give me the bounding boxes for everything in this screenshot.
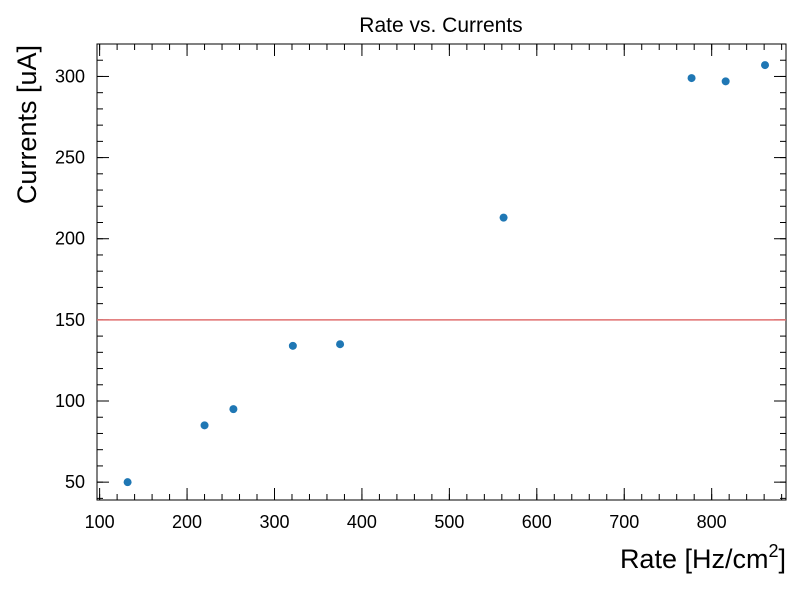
data-point bbox=[687, 74, 696, 83]
data-point bbox=[288, 341, 297, 350]
x-axis-label-close: ] bbox=[778, 544, 786, 574]
x-tick-label: 100 bbox=[85, 512, 115, 532]
x-tick-label: 800 bbox=[697, 512, 727, 532]
x-tick-label: 400 bbox=[347, 512, 377, 532]
data-point bbox=[761, 61, 770, 70]
data-point bbox=[336, 340, 345, 349]
y-tick-label: 50 bbox=[65, 472, 85, 492]
y-tick-label: 300 bbox=[55, 66, 85, 86]
x-tick-label: 600 bbox=[522, 512, 552, 532]
x-tick-label: 500 bbox=[434, 512, 464, 532]
data-point bbox=[499, 213, 508, 222]
y-axis-label: Currents [uA] bbox=[12, 45, 42, 204]
chart-title: Rate vs. Currents bbox=[359, 14, 522, 37]
x-tick-label: 200 bbox=[172, 512, 202, 532]
data-point bbox=[229, 405, 238, 414]
y-tick-label: 150 bbox=[55, 310, 85, 330]
y-tick-label: 200 bbox=[55, 229, 85, 249]
plot-area: 100 200 300 400 500 600 700 8005010015020025030… bbox=[55, 43, 787, 532]
x-axis-label: Rate [Hz/cm2] bbox=[620, 541, 786, 574]
data-point bbox=[200, 421, 209, 430]
y-tick-label: 100 bbox=[55, 391, 85, 411]
x-tick-label: 700 bbox=[609, 512, 639, 532]
x-axis-label-superscript: 2 bbox=[768, 541, 778, 561]
data-point bbox=[721, 77, 730, 86]
data-point bbox=[123, 478, 132, 487]
plot-frame bbox=[96, 43, 787, 501]
x-tick-label: 300 bbox=[259, 512, 289, 532]
y-tick-label: 250 bbox=[55, 148, 85, 168]
